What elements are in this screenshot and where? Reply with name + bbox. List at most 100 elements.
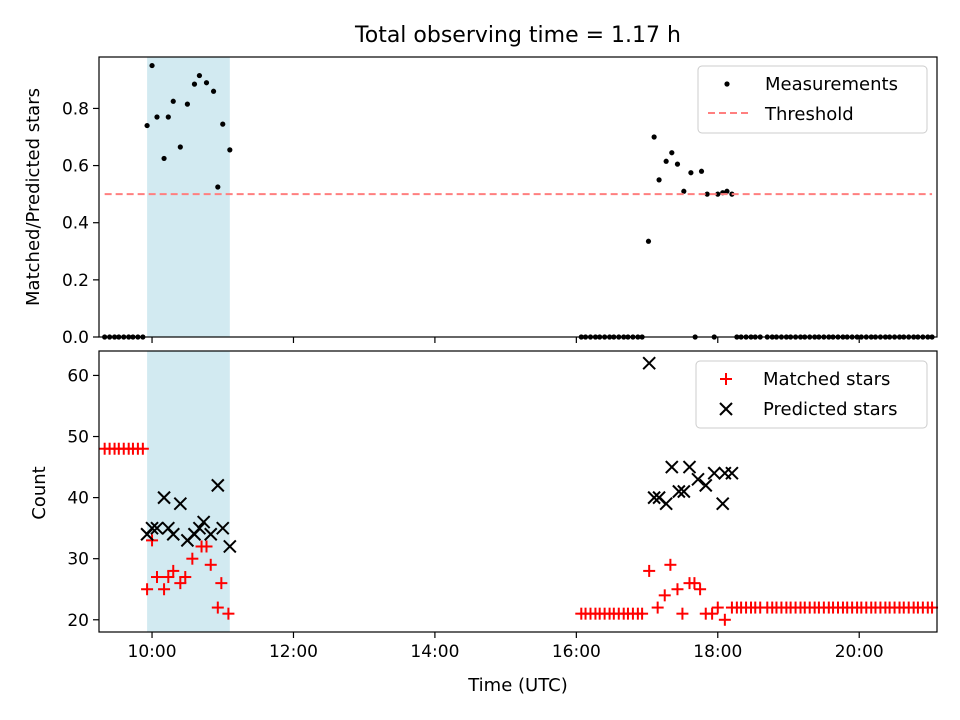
bottom-y-tick-label: 20 bbox=[67, 611, 89, 631]
predicted-stars-point bbox=[216, 521, 230, 535]
measurement-point bbox=[215, 184, 221, 190]
x-tick-label: 20:00 bbox=[835, 642, 884, 662]
matched-stars-point bbox=[204, 558, 217, 571]
predicted-stars-point bbox=[659, 497, 673, 511]
measurement-point bbox=[170, 98, 176, 104]
bottom-axes-frame bbox=[98, 350, 938, 633]
measurement-point bbox=[210, 88, 217, 94]
measurement-point bbox=[177, 144, 183, 150]
bottom-y-tick-label: 50 bbox=[67, 428, 89, 448]
predicted-stars-point bbox=[145, 521, 159, 535]
matched-stars-point bbox=[215, 577, 228, 590]
legend-matched-label: Matched stars bbox=[763, 369, 890, 390]
predicted-stars-point bbox=[665, 460, 679, 474]
x-tick-label: 10:00 bbox=[128, 642, 177, 662]
matched-stars-point bbox=[688, 577, 701, 590]
measurement-point bbox=[144, 122, 150, 129]
predicted-stars-point bbox=[647, 490, 661, 505]
bottom-legend: Matched stars Predicted stars bbox=[695, 360, 928, 429]
matched-stars-point bbox=[150, 571, 163, 584]
top-y-axis-label: Matched/Predicted stars bbox=[23, 88, 44, 306]
measurement-point bbox=[698, 168, 705, 174]
top-y-ticks: 0.0 0.2 0.4 0.6 0.8 bbox=[62, 99, 99, 348]
measurement-point bbox=[191, 81, 198, 87]
predicted-stars-point bbox=[196, 515, 211, 529]
legend-measurements-label: Measurements bbox=[765, 74, 898, 95]
matched-stars-point bbox=[141, 583, 154, 596]
predicted-stars-point bbox=[204, 527, 218, 541]
top-legend-box bbox=[697, 65, 928, 134]
measurement-point bbox=[161, 155, 167, 162]
matched-stars-point bbox=[671, 583, 684, 596]
matched-stars-point bbox=[926, 601, 939, 614]
matched-stars-point bbox=[676, 607, 689, 620]
measurement-point bbox=[203, 80, 210, 86]
top-y-tick-label: 0.0 bbox=[62, 328, 89, 348]
predicted-stars-point bbox=[192, 521, 207, 535]
bottom-x-ticks: 10:00 12:00 14:00 16:00 18:00 20:00 bbox=[128, 632, 884, 662]
predicted-stars-point bbox=[699, 478, 713, 493]
x-axis-label: Time (UTC) bbox=[467, 675, 568, 696]
matched-stars-point bbox=[694, 583, 707, 596]
chart-title: Total observing time = 1.17 h bbox=[354, 23, 681, 48]
legend-threshold-label: Threshold bbox=[764, 104, 854, 125]
predicted-stars-point bbox=[691, 472, 705, 486]
matched-stars-point bbox=[179, 571, 192, 584]
bottom-shaded-interval bbox=[147, 351, 230, 632]
predicted-stars-point bbox=[682, 460, 697, 474]
measurement-point bbox=[651, 134, 657, 140]
matched-stars-point bbox=[158, 583, 171, 596]
matched-stars-point bbox=[186, 552, 199, 565]
top-shade-band bbox=[147, 57, 230, 337]
x-tick-label: 14:00 bbox=[410, 642, 459, 662]
predicted-stars-point bbox=[150, 521, 164, 535]
measurement-point bbox=[715, 191, 721, 197]
bottom-shade-band bbox=[147, 351, 230, 632]
measurement-point bbox=[688, 170, 694, 176]
top-y-tick-label: 0.4 bbox=[62, 214, 89, 234]
x-tick-label: 16:00 bbox=[552, 642, 601, 662]
matched-stars-point bbox=[718, 613, 731, 626]
legend-predicted-label: Predicted stars bbox=[763, 399, 897, 420]
matched-stars-point bbox=[658, 589, 671, 602]
matched-stars-point bbox=[636, 607, 649, 620]
legend-matched-marker bbox=[720, 373, 732, 385]
measurement-point bbox=[704, 191, 710, 197]
measurement-point bbox=[669, 150, 675, 156]
x-tick-label: 12:00 bbox=[269, 642, 318, 662]
predicted-stars-point bbox=[716, 497, 730, 511]
predicted-stars-point bbox=[173, 497, 188, 511]
bottom-y-tick-label: 30 bbox=[67, 550, 89, 570]
predicted-stars-point bbox=[707, 466, 721, 480]
bottom-plot-marks bbox=[98, 356, 939, 626]
matched-stars-point bbox=[664, 558, 677, 571]
predicted-stars-point bbox=[725, 466, 739, 480]
top-y-tick-label: 0.2 bbox=[62, 271, 89, 291]
bottom-y-ticks: 20 30 40 50 60 bbox=[67, 366, 99, 631]
predicted-stars-point bbox=[211, 478, 225, 493]
top-shaded-interval bbox=[147, 57, 230, 337]
measurement-point bbox=[165, 114, 171, 120]
predicted-stars-point bbox=[677, 484, 691, 499]
top-x-ticks bbox=[151, 337, 860, 343]
measurement-point bbox=[184, 101, 190, 107]
measurement-point bbox=[149, 62, 155, 69]
matched-stars-point bbox=[167, 564, 180, 577]
bottom-y-tick-label: 60 bbox=[67, 366, 89, 386]
legend-measurements-marker bbox=[724, 81, 730, 87]
matched-stars-point bbox=[211, 601, 224, 614]
x-tick-label: 18:00 bbox=[693, 642, 742, 662]
top-y-tick-label: 0.8 bbox=[62, 99, 89, 119]
matched-stars-point bbox=[711, 601, 724, 614]
measurement-point bbox=[227, 147, 233, 153]
matched-stars-point bbox=[200, 540, 213, 553]
measurement-point bbox=[724, 188, 730, 194]
measurement-point bbox=[656, 177, 662, 183]
matched-stars-point bbox=[222, 607, 235, 620]
predicted-stars-point bbox=[157, 490, 171, 505]
top-panel: 0.00.20.40.60.8 Matched/Predicted stars … bbox=[23, 56, 938, 348]
matched-stars-point bbox=[174, 577, 187, 590]
matched-stars-point bbox=[162, 571, 175, 584]
bottom-legend-box bbox=[695, 360, 928, 429]
